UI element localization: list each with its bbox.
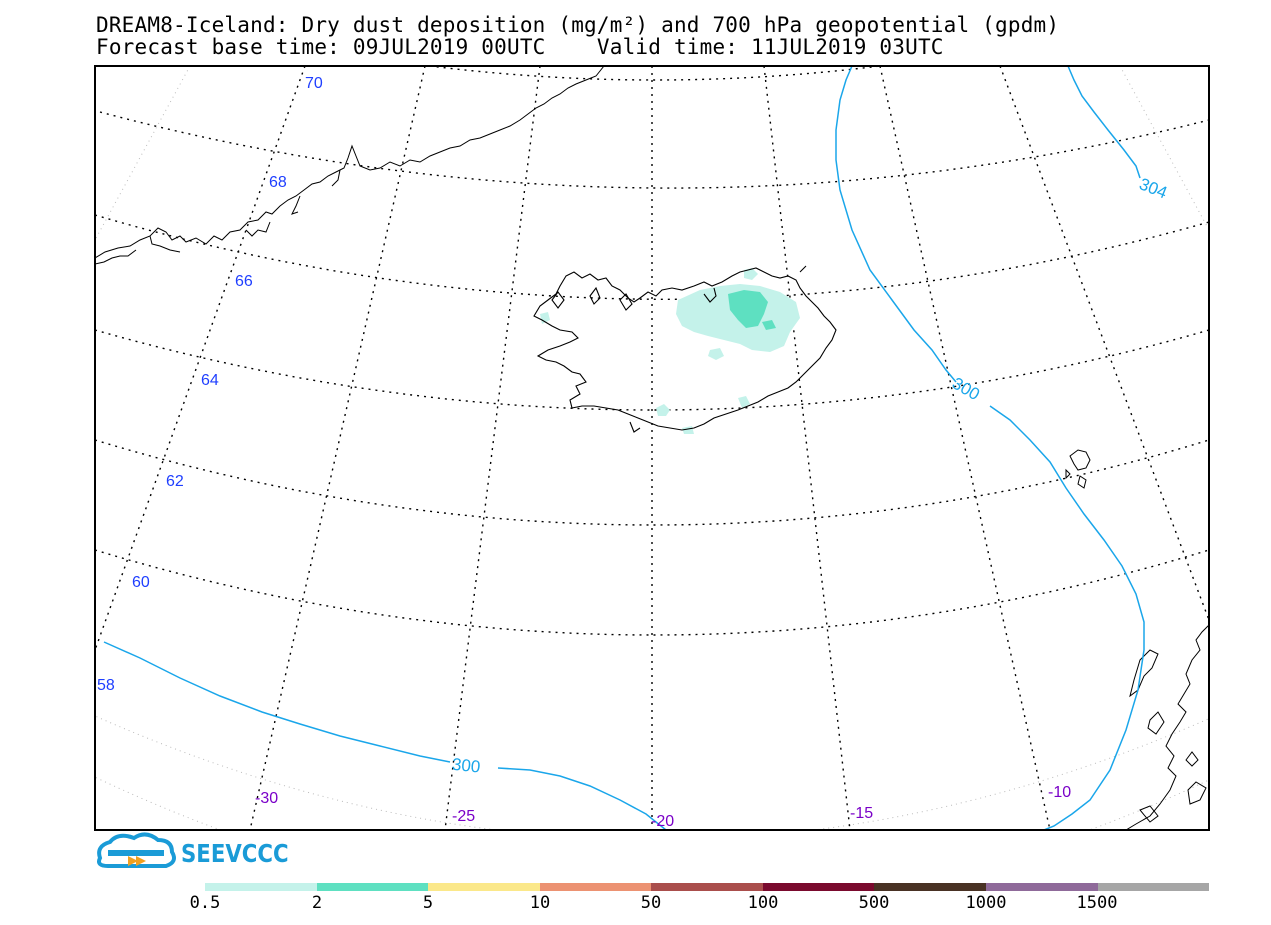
scale-label-0: 0.5 <box>189 893 221 913</box>
map-title: DREAM8-Iceland: Dry dust deposition (mg/… <box>96 13 1060 37</box>
lon-label-minus20: -20 <box>651 813 674 830</box>
contour-300-east <box>835 66 957 383</box>
scale-box-3 <box>539 883 652 891</box>
contour-labels: 300 300 304 <box>451 174 1170 776</box>
scale-label-8: 1500 <box>1076 893 1118 913</box>
latitude-lines <box>95 66 1209 636</box>
contour-label-300-east: 300 <box>949 374 983 405</box>
longitude-lines <box>95 66 1209 830</box>
lat-label-66: 66 <box>235 273 253 290</box>
scale-label-2: 5 <box>422 893 434 913</box>
scotland-coastline <box>1125 624 1209 830</box>
geopotential-contours <box>103 66 1145 830</box>
lat-label-62: 62 <box>166 473 184 490</box>
scale-label-6: 500 <box>858 893 890 913</box>
scale-label-5: 100 <box>747 893 779 913</box>
iceland-coastline <box>533 265 837 433</box>
latitude-labels: 70 68 66 64 62 60 58 <box>97 75 323 694</box>
map-frame <box>94 65 1210 831</box>
contour-304 <box>1067 66 1141 179</box>
scale-box-1 <box>316 883 429 891</box>
scale-label-4: 50 <box>640 893 662 913</box>
lat-label-64: 64 <box>201 372 219 389</box>
lat-label-70: 70 <box>305 75 323 92</box>
longitude-labels: -30 -25 -20 -15 -10 <box>255 784 1071 830</box>
scale-box-7 <box>985 883 1098 891</box>
scale-box-8 <box>1097 883 1210 891</box>
lat-label-60: 60 <box>132 574 150 591</box>
greenland-coastline <box>95 66 605 265</box>
scale-label-7: 1000 <box>965 893 1007 913</box>
time-info: Forecast base time: 09JUL2019 00UTC Vali… <box>96 35 944 59</box>
scale-box-2 <box>428 883 540 891</box>
scale-box-0 <box>205 883 317 891</box>
contour-300-south-lower <box>497 767 667 830</box>
cloud-logo-icon <box>97 832 176 868</box>
scale-box-5 <box>762 883 875 891</box>
lat-label-58: 58 <box>97 677 115 694</box>
lon-label-minus15: -15 <box>850 805 873 822</box>
contour-label-300-south: 300 <box>451 755 481 777</box>
dust-deposition <box>540 268 800 434</box>
scale-box-6 <box>874 883 986 891</box>
scale-label-3: 10 <box>529 893 551 913</box>
lon-label-minus10: -10 <box>1048 784 1071 801</box>
lon-label-minus30: -30 <box>255 790 278 807</box>
logo-text: SEEVCCC <box>181 839 289 868</box>
contour-label-304: 304 <box>1136 174 1169 202</box>
color-scale <box>205 883 1210 891</box>
lat-label-68: 68 <box>269 174 287 191</box>
outer-grid <box>95 66 1209 830</box>
scale-box-4 <box>651 883 763 891</box>
faroe-islands <box>1065 449 1091 489</box>
contour-300-east-lower <box>989 405 1145 830</box>
contour-300-south <box>103 641 451 763</box>
scale-label-1: 2 <box>311 893 323 913</box>
lon-label-minus25: -25 <box>452 808 475 825</box>
